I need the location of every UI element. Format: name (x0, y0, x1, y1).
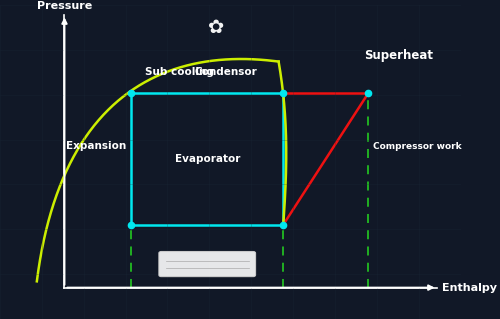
Text: Pressure: Pressure (37, 1, 92, 11)
Text: Superheat: Superheat (364, 48, 433, 62)
Text: Expansion: Expansion (66, 141, 126, 151)
FancyBboxPatch shape (159, 251, 256, 277)
Text: ✿: ✿ (208, 18, 224, 37)
Text: Condensor: Condensor (194, 67, 257, 77)
Text: Compressor work: Compressor work (373, 142, 462, 151)
Text: Sub cooling: Sub cooling (145, 67, 214, 77)
Text: Evaporator: Evaporator (174, 154, 240, 164)
Text: Enthalpy: Enthalpy (442, 283, 497, 293)
